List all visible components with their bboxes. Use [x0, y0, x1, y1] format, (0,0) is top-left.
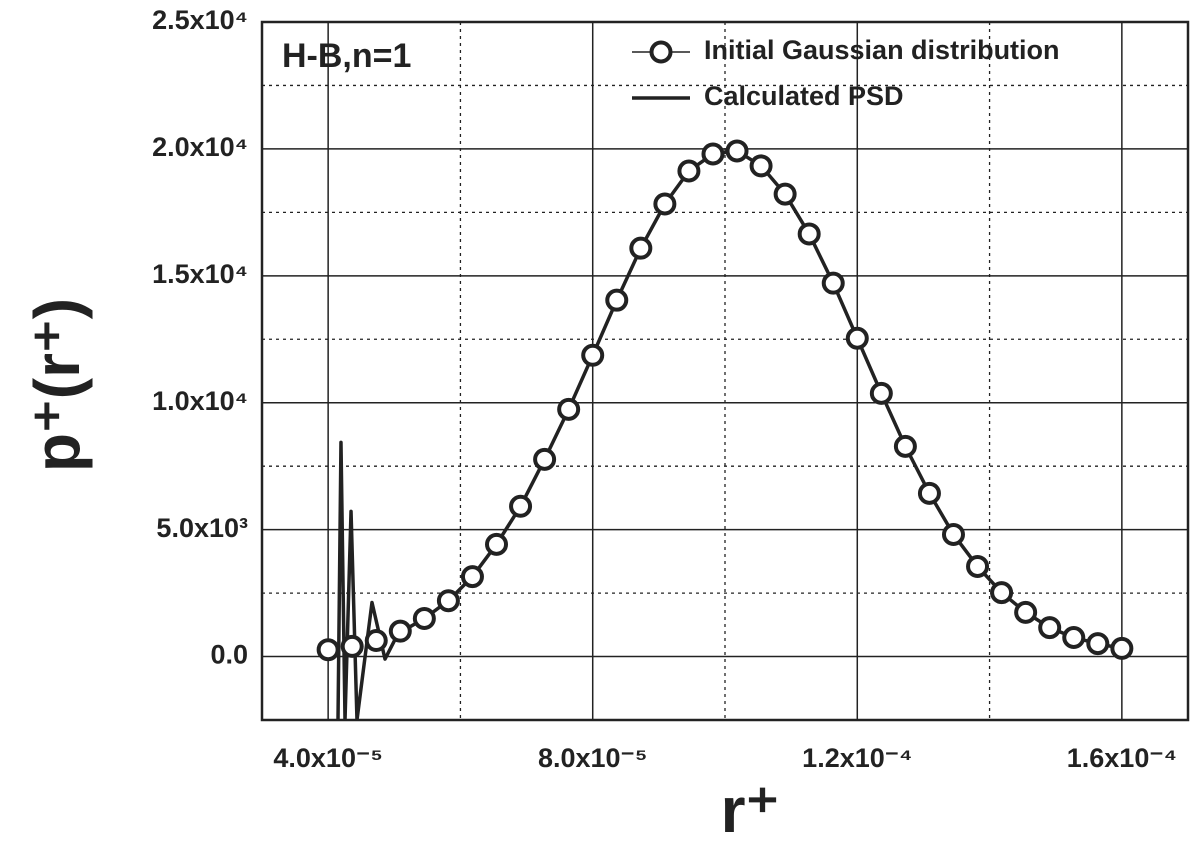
data-point [460, 565, 484, 589]
legend-label: Calculated PSD [704, 81, 904, 111]
legend-marker [649, 40, 673, 64]
x-tick-label: 1.6x10⁻⁴ [1067, 743, 1177, 773]
y-tick-label: 2.5x10⁴ [152, 5, 248, 35]
data-point [1086, 632, 1110, 656]
legend-label: Initial Gaussian distribution [704, 35, 1060, 65]
data-point [436, 589, 460, 613]
annotation: H-B,n=1 [282, 37, 411, 75]
data-point [773, 182, 797, 206]
data-point [557, 397, 581, 421]
data-point [316, 638, 340, 662]
data-point [701, 142, 725, 166]
data-point [1038, 616, 1062, 640]
data-point [893, 434, 917, 458]
data-point [509, 494, 533, 518]
data-point [749, 154, 773, 178]
data-point [941, 522, 965, 546]
plot-frame [260, 20, 1190, 722]
x-tick-label: 1.2x10⁻⁴ [802, 743, 912, 773]
y-tick-label: 0.0 [210, 640, 248, 670]
data-point [1062, 626, 1086, 650]
data-point [364, 629, 388, 653]
data-point [917, 481, 941, 505]
data-point [821, 271, 845, 295]
x-tick-label: 4.0x10⁻⁵ [273, 743, 383, 773]
x-axis-label: r⁺ [721, 774, 780, 845]
data-point [412, 606, 436, 630]
data-point [533, 447, 557, 471]
data-point [1110, 636, 1134, 660]
data-point [677, 159, 701, 183]
x-tick-label: 8.0x10⁻⁵ [538, 743, 648, 773]
data-point [388, 619, 412, 643]
y-axis-label: p⁺(r⁺) [21, 298, 93, 472]
data-point [990, 581, 1014, 605]
data-point [485, 532, 509, 556]
data-point [845, 326, 869, 350]
data-point [869, 381, 893, 405]
data-point [1014, 600, 1038, 624]
data-point [966, 554, 990, 578]
data-point [797, 222, 821, 246]
data-point [629, 236, 653, 260]
data-point [340, 634, 364, 658]
data-point [725, 139, 749, 163]
y-tick-label: 5.0x10³ [156, 513, 248, 543]
y-tick-label: 2.0x10⁴ [152, 132, 248, 162]
series-line [336, 149, 1123, 720]
data-point [653, 192, 677, 216]
y-tick-label: 1.0x10⁴ [152, 386, 248, 416]
y-tick-label: 1.5x10⁴ [152, 259, 248, 289]
data-point [581, 343, 605, 367]
data-point [605, 288, 629, 312]
